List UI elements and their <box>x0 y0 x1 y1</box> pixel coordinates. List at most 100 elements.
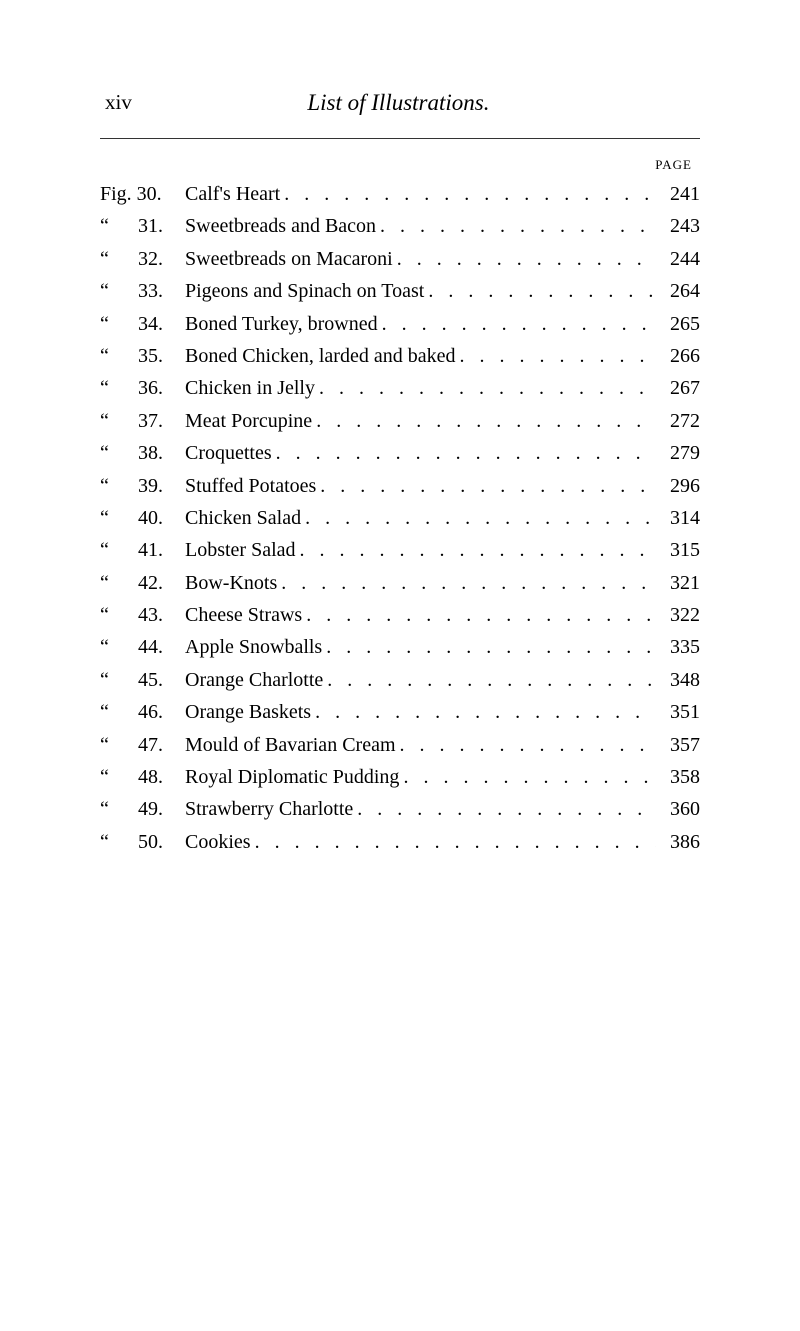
fig-number: 47. <box>138 734 163 756</box>
ditto-mark: “ <box>100 599 138 631</box>
fig-number: 49. <box>138 798 163 820</box>
ditto-mark: “ <box>100 405 138 437</box>
fig-number: 36. <box>138 377 163 399</box>
fig-label: “32. <box>100 243 185 275</box>
dot-leader <box>323 664 656 696</box>
fig-number: 37. <box>138 410 163 432</box>
dot-leader <box>312 405 656 437</box>
fig-label: “42. <box>100 567 185 599</box>
ditto-mark: “ <box>100 437 138 469</box>
ditto-mark: “ <box>100 826 138 858</box>
document-page: xiv List of Illustrations. PAGE Fig. 30.… <box>0 0 800 1331</box>
dot-leader <box>311 696 656 728</box>
list-item: “35.Boned Chicken, larded and baked266 <box>100 340 700 372</box>
ditto-mark: “ <box>100 275 138 307</box>
item-page: 314 <box>656 502 700 534</box>
item-page: 279 <box>656 437 700 469</box>
list-item: “46.Orange Baskets351 <box>100 696 700 728</box>
dot-leader <box>316 470 656 502</box>
fig-number: 32. <box>138 248 163 270</box>
item-title: Calf's Heart <box>185 178 280 210</box>
item-page: 348 <box>656 664 700 696</box>
dot-leader <box>280 178 656 210</box>
fig-number: 48. <box>138 766 163 788</box>
fig-number: 41. <box>138 539 163 561</box>
item-title: Pigeons and Spinach on Toast <box>185 275 424 307</box>
page-roman-numeral: xiv <box>105 90 132 116</box>
fig-label: “46. <box>100 696 185 728</box>
fig-label: “49. <box>100 793 185 825</box>
fig-label: “31. <box>100 210 185 242</box>
list-item: “39.Stuffed Potatoes296 <box>100 470 700 502</box>
dot-leader <box>396 729 657 761</box>
ditto-mark: “ <box>100 631 138 663</box>
item-title: Chicken in Jelly <box>185 372 315 404</box>
item-title: Chicken Salad <box>185 502 301 534</box>
list-item: “38.Croquettes279 <box>100 437 700 469</box>
item-page: 267 <box>656 372 700 404</box>
dot-leader <box>301 502 656 534</box>
fig-number: 40. <box>138 507 163 529</box>
item-page: 315 <box>656 534 700 566</box>
ditto-mark: “ <box>100 372 138 404</box>
ditto-mark: “ <box>100 502 138 534</box>
item-title: Boned Chicken, larded and baked <box>185 340 455 372</box>
dot-leader <box>424 275 656 307</box>
ditto-mark: “ <box>100 534 138 566</box>
item-title: Bow-Knots <box>185 567 277 599</box>
list-item: “41.Lobster Salad315 <box>100 534 700 566</box>
item-page: 321 <box>656 567 700 599</box>
fig-label: “44. <box>100 631 185 663</box>
fig-number: 38. <box>138 442 163 464</box>
dot-leader <box>353 793 656 825</box>
ditto-mark: “ <box>100 210 138 242</box>
dot-leader <box>393 243 656 275</box>
fig-number: 43. <box>138 604 163 626</box>
item-title: Royal Diplomatic Pudding <box>185 761 399 793</box>
fig-number: 31. <box>138 215 163 237</box>
fig-number: 44. <box>138 636 163 658</box>
fig-label: “43. <box>100 599 185 631</box>
item-title: Boned Turkey, browned <box>185 308 378 340</box>
item-title: Sweetbreads on Macaroni <box>185 243 393 275</box>
dot-leader <box>277 567 656 599</box>
list-item: “33. Pigeons and Spinach on Toast 264 <box>100 275 700 307</box>
fig-label: “37. <box>100 405 185 437</box>
dot-leader <box>399 761 656 793</box>
fig-number: 42. <box>138 572 163 594</box>
item-page: 264 <box>656 275 700 307</box>
item-title: Orange Baskets <box>185 696 311 728</box>
running-header: xiv List of Illustrations. <box>100 90 700 116</box>
fig-label: “41. <box>100 534 185 566</box>
fig-number: 45. <box>138 669 163 691</box>
list-item: “37.Meat Porcupine272 <box>100 405 700 437</box>
ditto-mark: “ <box>100 664 138 696</box>
item-page: 360 <box>656 793 700 825</box>
fig-label: “48. <box>100 761 185 793</box>
header-spacer <box>665 90 695 116</box>
ditto-mark: “ <box>100 696 138 728</box>
item-page: 266 <box>656 340 700 372</box>
item-page: 357 <box>656 729 700 761</box>
dot-leader <box>272 437 656 469</box>
list-item: “32.Sweetbreads on Macaroni 244 <box>100 243 700 275</box>
fig-label: “36. <box>100 372 185 404</box>
item-page: 322 <box>656 599 700 631</box>
item-page: 244 <box>656 243 700 275</box>
page-column-label: PAGE <box>100 157 700 173</box>
fig-label: “39. <box>100 470 185 502</box>
item-title: Lobster Salad <box>185 534 296 566</box>
fig-number: 46. <box>138 701 163 723</box>
fig-number: 34. <box>138 313 163 335</box>
dot-leader <box>251 826 656 858</box>
item-title: Meat Porcupine <box>185 405 312 437</box>
fig-number: 33. <box>138 280 163 302</box>
list-item: “45.Orange Charlotte348 <box>100 664 700 696</box>
list-item: “31.Sweetbreads and Bacon243 <box>100 210 700 242</box>
ditto-mark: “ <box>100 308 138 340</box>
ditto-mark: “ <box>100 470 138 502</box>
list-item: “40.Chicken Salad314 <box>100 502 700 534</box>
fig-label: “40. <box>100 502 185 534</box>
list-item: “43.Cheese Straws322 <box>100 599 700 631</box>
dot-leader <box>378 308 656 340</box>
